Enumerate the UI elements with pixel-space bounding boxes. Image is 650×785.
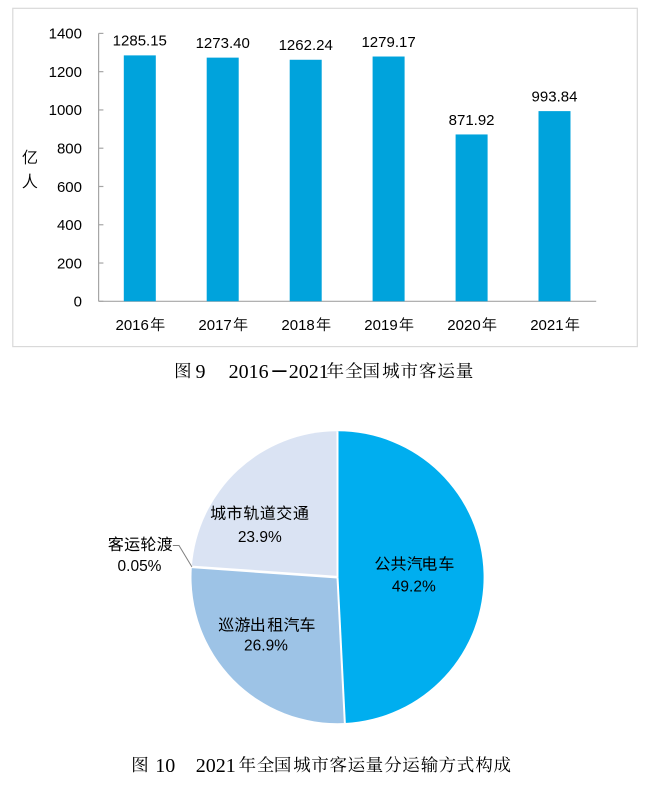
svg-text:1000: 1000 xyxy=(49,102,82,119)
svg-text:23.9%: 23.9% xyxy=(238,529,282,546)
svg-text:400: 400 xyxy=(57,217,82,234)
svg-text:2016: 2016 xyxy=(116,317,149,334)
svg-text:2016: 2016 xyxy=(229,361,269,383)
svg-text:9: 9 xyxy=(196,361,206,383)
svg-text:200: 200 xyxy=(57,255,82,272)
svg-text:1273.40: 1273.40 xyxy=(196,35,250,52)
svg-text:10: 10 xyxy=(155,755,175,777)
svg-text:49.2%: 49.2% xyxy=(392,578,436,595)
svg-text:2021: 2021 xyxy=(289,361,329,383)
svg-text:0.05%: 0.05% xyxy=(118,558,162,575)
svg-text:800: 800 xyxy=(57,141,82,158)
svg-text:2017: 2017 xyxy=(198,317,231,334)
svg-text:2019: 2019 xyxy=(364,317,397,334)
svg-text:2018: 2018 xyxy=(281,317,314,334)
svg-text:1262.24: 1262.24 xyxy=(279,37,333,54)
svg-text:26.9%: 26.9% xyxy=(244,638,288,655)
svg-text:0: 0 xyxy=(74,294,82,311)
svg-text:1400: 1400 xyxy=(49,26,82,43)
svg-text:2020: 2020 xyxy=(447,317,480,334)
svg-text:600: 600 xyxy=(57,179,82,196)
svg-text:993.84: 993.84 xyxy=(532,88,578,105)
svg-text:871.92: 871.92 xyxy=(449,112,495,129)
svg-text:1285.15: 1285.15 xyxy=(113,33,167,50)
svg-text:2021: 2021 xyxy=(196,755,236,777)
svg-text:1200: 1200 xyxy=(49,64,82,81)
svg-text:1279.17: 1279.17 xyxy=(361,34,415,51)
svg-text:2021: 2021 xyxy=(530,317,563,334)
